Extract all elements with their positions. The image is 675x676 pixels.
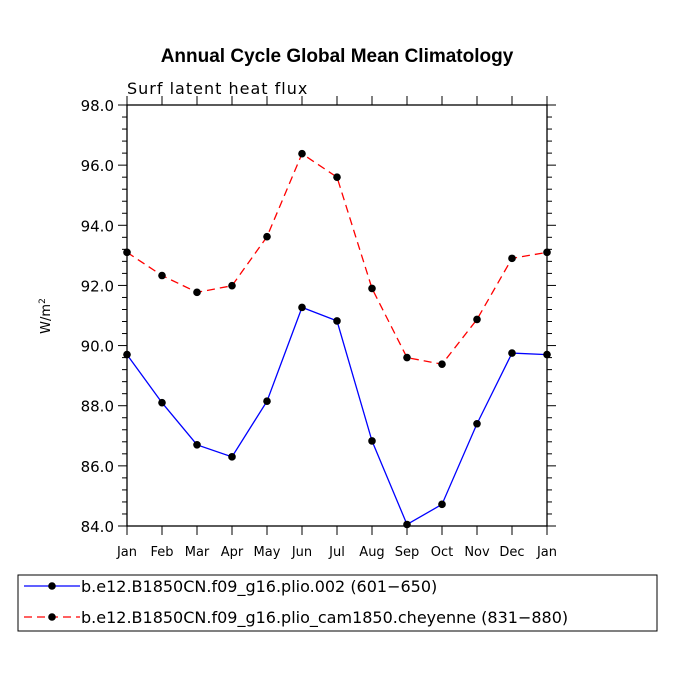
x-tick-label: Jun — [291, 545, 312, 560]
series-line — [126, 306, 548, 526]
data-point — [508, 349, 516, 357]
data-point — [508, 254, 516, 263]
legend-entry-2: b.e12.B1850CN.f09_g16.plio_cam1850.cheye… — [24, 608, 568, 628]
data-point — [193, 441, 201, 449]
data-point — [263, 397, 271, 406]
y-tick-label: 94.0 — [81, 217, 114, 235]
x-tick-label: Apr — [221, 545, 244, 560]
data-point — [263, 232, 271, 241]
series-line — [126, 152, 548, 365]
plot-frame — [126, 104, 548, 527]
data-point — [333, 173, 341, 181]
x-tick-label: Dec — [499, 545, 524, 560]
series-1 — [123, 303, 551, 529]
x-tick-label: Feb — [150, 545, 173, 560]
y-tick-label: 84.0 — [81, 518, 114, 536]
data-point — [368, 284, 376, 293]
x-tick-label: Sep — [395, 545, 420, 560]
x-tick-label: Mar — [185, 545, 210, 560]
data-point — [473, 315, 481, 324]
legend: b.e12.B1850CN.f09_g16.plio.002 (601−650)… — [17, 574, 658, 632]
data-point — [193, 288, 201, 297]
plot-axes: 84.0 86.0 88.0 90.0 92.0 94.0 96.0 98.0 Jan Feb Ma… — [81, 96, 557, 560]
series-layer — [123, 149, 551, 529]
legend-label: b.e12.B1850CN.f09_g16.plio_cam1850.cheye… — [81, 608, 568, 628]
data-point — [543, 248, 551, 257]
data-point — [333, 317, 341, 325]
y-axis-label: W/m2 — [38, 298, 54, 334]
data-point — [403, 353, 411, 362]
data-point — [158, 398, 166, 407]
data-point — [298, 149, 306, 158]
y-tick-label: 90.0 — [81, 338, 114, 356]
chart-title: Annual Cycle Global Mean Climatology — [161, 46, 514, 67]
y-tick-label: 96.0 — [81, 157, 114, 175]
series-2 — [123, 149, 551, 369]
data-point — [403, 520, 411, 529]
y-axis-label-superscript: 2 — [38, 298, 48, 304]
data-point — [158, 271, 166, 280]
x-tick-label: Aug — [359, 545, 384, 560]
data-point — [228, 453, 236, 461]
x-tick-label: May — [254, 545, 281, 560]
y-tick-label: 86.0 — [81, 458, 114, 476]
legend-marker — [48, 582, 56, 590]
data-point — [123, 248, 131, 257]
x-tick-label: Jan — [536, 545, 557, 560]
x-tick-label: Nov — [464, 545, 490, 560]
data-point — [298, 303, 306, 312]
y-tick-label: 92.0 — [81, 277, 114, 295]
y-tick-label: 98.0 — [81, 97, 114, 115]
y-axis-label-text: W/m — [39, 304, 54, 334]
data-point — [543, 350, 551, 359]
legend-entry-1: b.e12.B1850CN.f09_g16.plio.002 (601−650) — [24, 577, 437, 597]
y-tick-label: 88.0 — [81, 398, 114, 416]
x-tick-label: Jan — [116, 545, 137, 560]
legend-box — [17, 574, 658, 632]
legend-marker — [48, 613, 56, 621]
data-point — [228, 281, 236, 290]
x-tick-label: Jul — [328, 545, 345, 560]
data-point — [438, 500, 446, 509]
legend-label: b.e12.B1850CN.f09_g16.plio.002 (601−650) — [81, 577, 437, 597]
data-point — [438, 360, 446, 369]
x-tick-label: Oct — [431, 545, 453, 560]
data-point — [368, 437, 376, 445]
data-point — [123, 350, 131, 359]
chart-subtitle: Surf latent heat flux — [127, 79, 308, 98]
data-point — [473, 419, 481, 428]
